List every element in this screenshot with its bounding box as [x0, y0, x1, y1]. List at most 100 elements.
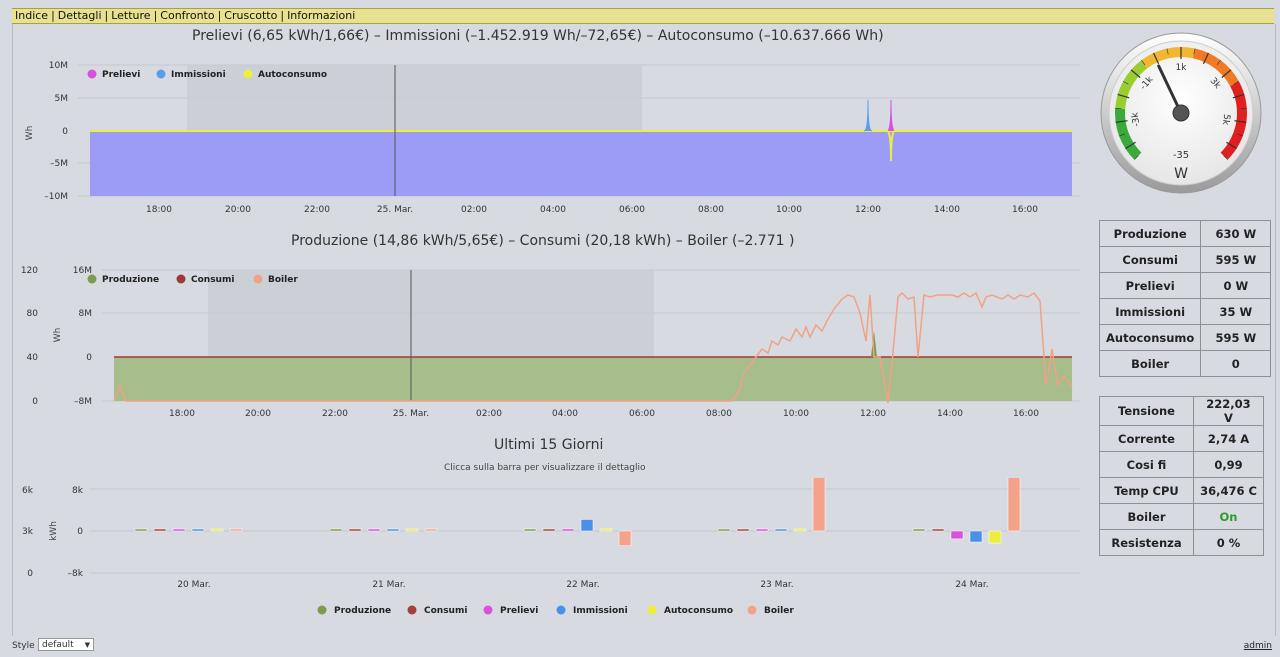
chart2-ytick-right: –8M — [74, 397, 92, 407]
nav-indice[interactable]: Indice — [15, 9, 49, 22]
stat-value: 0 — [1200, 350, 1272, 377]
stat-row: Prelievi 0 W — [1098, 272, 1272, 299]
legend-immissioni[interactable]: Immissioni — [171, 70, 226, 80]
chart3-categories: 20 Mar. 21 Mar. 22 Mar. 23 Mar. 24 Mar. — [177, 580, 988, 590]
chart2-xtick: 18:00 — [169, 409, 195, 419]
bar-consumi[interactable] — [736, 528, 750, 532]
style-select[interactable]: default ▼ — [38, 638, 94, 651]
gauge-band — [1115, 60, 1148, 110]
legend-prelievi[interactable]: Prelievi — [500, 606, 538, 616]
legend-immissioni-dot[interactable] — [556, 605, 566, 615]
bar-consumi[interactable] — [931, 528, 945, 532]
legend-autoconsumo[interactable]: Autoconsumo — [664, 606, 733, 616]
chart1-xtick: 10:00 — [776, 205, 802, 215]
chart3-svg: 6k 3k 0 8k 0 –8k kWh 20 Mar. 21 Mar. 22 Ma… — [22, 478, 1080, 617]
live-power-table: Produzione 630 W Consumi 595 W Prelievi 0 W… — [1098, 220, 1272, 377]
stat-row: Consumi 595 W — [1098, 246, 1272, 273]
stat-value: 0 W — [1200, 272, 1272, 299]
stat-value: 595 W — [1200, 246, 1272, 273]
gauge-value: -35 — [1173, 150, 1189, 161]
bar-immissioni[interactable] — [969, 530, 983, 543]
bar-consumi[interactable] — [542, 528, 556, 532]
chart2-xtick: 06:00 — [629, 409, 655, 419]
chart3-subtitle: Clicca sulla barra per visualizzare il d… — [444, 463, 646, 473]
bar-autoconsumo[interactable] — [405, 528, 419, 532]
bar-consumi[interactable] — [348, 528, 362, 532]
legend-produzione-dot[interactable] — [87, 274, 97, 284]
bar-boiler[interactable] — [229, 528, 243, 532]
legend-immissioni[interactable]: Immissioni — [573, 606, 628, 616]
bar-produzione[interactable] — [717, 528, 731, 532]
bar-prelievi[interactable] — [172, 528, 186, 532]
bar-boiler[interactable] — [812, 478, 826, 532]
nav-informazioni[interactable]: Informazioni — [287, 9, 356, 22]
chart1-ytick: 10M — [49, 61, 68, 71]
gauge-tick — [1125, 141, 1136, 150]
stat-label: Resistenza — [1099, 529, 1194, 556]
bar-prelievi[interactable] — [755, 528, 769, 532]
legend-immissioni-dot[interactable] — [156, 69, 166, 79]
legend-autoconsumo-dot[interactable] — [243, 69, 253, 79]
legend-boiler-dot[interactable] — [747, 605, 757, 615]
gauge-unit: W — [1174, 166, 1188, 182]
bar-produzione[interactable] — [134, 528, 148, 532]
bar-autoconsumo[interactable] — [210, 528, 224, 532]
legend-consumi[interactable]: Consumi — [424, 606, 467, 616]
bar-boiler[interactable] — [618, 530, 632, 546]
bar-prelievi[interactable] — [561, 528, 575, 532]
legend-boiler-dot[interactable] — [253, 274, 263, 284]
legend-produzione[interactable]: Produzione — [102, 275, 159, 285]
bar-immissioni[interactable] — [386, 528, 400, 532]
gauge-tick — [1153, 52, 1160, 65]
bar-boiler[interactable] — [424, 528, 438, 532]
chart1-xtick: 25. Mar. — [377, 205, 413, 215]
legend-consumi-dot[interactable] — [176, 274, 186, 284]
bar-produzione[interactable] — [523, 528, 537, 532]
gauge-tick — [1117, 93, 1130, 99]
chart1-svg: Wh 10M 5M 0 –5M –10M 18:00 20:00 22:00 2… — [25, 61, 1080, 215]
admin-link[interactable]: admin — [1243, 641, 1272, 651]
nav-cruscotto[interactable]: Cruscotto — [224, 9, 278, 22]
nav-letture[interactable]: Letture — [111, 9, 151, 22]
series-immissioni-area — [90, 131, 1072, 196]
bar-produzione[interactable] — [329, 528, 343, 532]
bar-prelievi[interactable] — [950, 530, 964, 540]
bar-boiler[interactable] — [1007, 478, 1021, 532]
bar-prelievi[interactable] — [367, 528, 381, 532]
gauge-tick — [1226, 141, 1237, 150]
bar-immissioni[interactable] — [774, 528, 788, 532]
nav-dettagli[interactable]: Dettagli — [57, 9, 102, 22]
chart3-ytick-left: 3k — [22, 527, 34, 537]
nav-confronto[interactable]: Confronto — [160, 9, 215, 22]
bar-autoconsumo[interactable] — [988, 530, 1002, 544]
chart3-category-label: 21 Mar. — [372, 580, 405, 590]
gauge-tick-label: 1k — [1176, 63, 1188, 73]
stat-row: Autoconsumo 595 W — [1098, 324, 1272, 351]
stat-label: Consumi — [1098, 246, 1202, 273]
legend-autoconsumo[interactable]: Autoconsumo — [258, 70, 327, 80]
legend-produzione[interactable]: Produzione — [334, 606, 391, 616]
legend-boiler[interactable]: Boiler — [764, 606, 794, 616]
stat-value: 222,03 V — [1193, 396, 1264, 426]
chart1-ylabel: Wh — [25, 126, 35, 141]
legend-autoconsumo-dot[interactable] — [647, 605, 657, 615]
bar-autoconsumo[interactable] — [599, 528, 613, 532]
legend-consumi[interactable]: Consumi — [191, 275, 234, 285]
bar-produzione[interactable] — [912, 528, 926, 532]
legend-produzione-dot[interactable] — [317, 605, 327, 615]
legend-prelievi[interactable]: Prelievi — [102, 70, 140, 80]
bar-immissioni[interactable] — [580, 519, 594, 532]
stat-label: Boiler — [1099, 503, 1194, 530]
bar-autoconsumo[interactable] — [793, 528, 807, 532]
legend-boiler[interactable]: Boiler — [268, 275, 298, 285]
chart3-legend[interactable]: Produzione Consumi Prelievi Immissioni Autoc… — [317, 605, 795, 617]
chart3-bars[interactable] — [134, 478, 1021, 546]
stat-row: Boiler 0 — [1098, 350, 1272, 377]
legend-consumi-dot[interactable] — [407, 605, 417, 615]
legend-prelievi-dot[interactable] — [87, 69, 97, 79]
bar-consumi[interactable] — [153, 528, 167, 532]
series-prelievi-spike — [886, 99, 896, 132]
legend-prelievi-dot[interactable] — [483, 605, 493, 615]
stat-label: Cosi fi — [1099, 451, 1194, 478]
bar-immissioni[interactable] — [191, 528, 205, 532]
